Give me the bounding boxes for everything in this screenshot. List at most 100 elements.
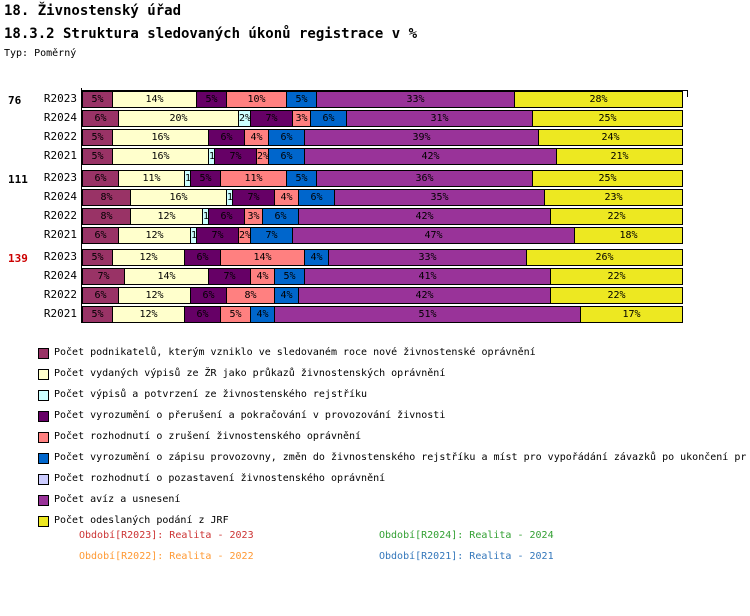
bar-segment: 6% [82,110,119,127]
bar-segment: 7% [250,110,293,127]
bar-segment-label: 51% [418,309,437,320]
bar-segment: 5% [190,170,221,187]
bar-segment: 33% [328,249,527,266]
chart-subtitle: 18.3.2 Struktura sledovaných úkonů regis… [4,26,418,42]
bar-segment: 5% [286,170,317,187]
bar-segment-label: 14% [253,252,272,263]
bar-segment-label: 5% [91,252,104,263]
legend-item: Počet odeslaných podání z JRF [0,515,750,529]
bar-segment-label: 1 [185,173,192,184]
bar-segment-label: 12% [145,290,164,301]
bar-segment: 23% [544,189,683,206]
legend-swatch [38,432,49,443]
bar-segment: 6% [310,110,347,127]
bar-segment: 4% [244,129,269,146]
legend-swatch [38,390,49,401]
row-label: R2024 [43,111,77,124]
bar-segment-label: 4% [280,290,293,301]
legend-label: Počet rozhodnutí o zrušení živnostenskéh… [54,431,362,442]
bar-segment-label: 35% [430,192,449,203]
bar-segment: 6% [82,227,119,244]
bar-segment-label: 6% [94,290,107,301]
bar-segment: 17% [580,306,683,323]
row-label: R2022 [43,288,77,301]
bar-segment-label: 23% [604,192,623,203]
bar-segment: 6% [262,208,299,225]
bar-segment-label: 14% [145,94,164,105]
legend-label: Počet rozhodnutí o pozastavení živnosten… [54,473,386,484]
group-total-label: 76 [8,94,22,107]
bar-segment: 4% [274,189,299,206]
row-label: R2022 [43,130,77,143]
bar-segment-label: 2% [257,151,270,162]
bar-segment-label: 4% [310,252,323,263]
bar-segment-label: 6% [280,151,293,162]
legend-item: Počet vyrozumění o zápisu provozovny, zm… [0,452,750,466]
bar-segment-label: 10% [247,94,266,105]
bar-segment: 7% [196,227,239,244]
group-total-label: 111 [8,173,28,186]
bar-segment: 16% [130,189,227,206]
bar-segment: 8% [82,189,131,206]
bar-segment-label: 1 [203,211,210,222]
bar-segment: 35% [334,189,545,206]
bar-segment: 5% [274,268,305,285]
bar-segment-label: 1 [209,151,216,162]
bar-segment-label: 11% [142,173,161,184]
bar-segment-label: 3% [295,113,308,124]
bar-segment-label: 42% [421,151,440,162]
bar-segment-label: 20% [169,113,188,124]
bar-segment: 51% [274,306,581,323]
bar-segment: 25% [532,170,683,187]
bar-segment: 5% [196,91,227,108]
footer-note: Období[R2022]: Realita - 2022 [79,551,254,562]
bar-segment-label: 5% [199,173,212,184]
bar-segment: 24% [538,129,683,146]
bar-segment-label: 7% [97,271,110,282]
bar-segment-label: 12% [139,309,158,320]
bar-segment-label: 6% [196,309,209,320]
bar-segment: 6% [298,189,335,206]
bar-segment: 22% [550,287,683,304]
legend-item: Počet podnikatelů, kterým vzniklo ve sle… [0,347,750,361]
bar-segment-label: 6% [274,211,287,222]
bar-segment-label: 12% [139,252,158,263]
footer-note: Období[R2023]: Realita - 2023 [79,530,254,541]
bar-segment: 22% [550,268,683,285]
bar-segment-label: 14% [157,271,176,282]
bar-segment: 7% [82,268,125,285]
bar-segment-label: 26% [595,252,614,263]
row-label: R2023 [43,171,77,184]
row-label: R2023 [43,92,77,105]
bar-segment-label: 7% [265,230,278,241]
bar-segment: 16% [112,148,209,165]
bar-segment-label: 22% [607,290,626,301]
plot-right-tick [687,90,688,97]
legend-swatch [38,474,49,485]
bar-segment-label: 1 [191,230,198,241]
bar-segment: 14% [124,268,209,285]
legend-label: Počet vyrozumění o zápisu provozovny, zm… [54,452,747,463]
legend-swatch [38,411,49,422]
bar-segment-label: 47% [424,230,443,241]
legend-item: Počet výpisů a potvrzení ze živnostenské… [0,389,750,403]
bar-segment-label: 11% [244,173,263,184]
bar-segment: 36% [316,170,533,187]
legend-label: Počet výpisů a potvrzení ze živnostenské… [54,389,368,400]
legend-item: Počet avíz a usnesení [0,494,750,508]
bar-segment: 22% [550,208,683,225]
bar-segment-label: 16% [151,151,170,162]
bar-segment-label: 4% [280,192,293,203]
bar-segment: 25% [532,110,683,127]
bar-segment-label: 6% [220,132,233,143]
bar-segment: 21% [556,148,683,165]
bar-segment-label: 7% [229,151,242,162]
footer-note: Období[R2024]: Realita - 2024 [379,530,554,541]
bar-segment: 12% [112,306,185,323]
legend-label: Počet vydaných výpisů ze ŽR jako průkazů… [54,368,446,379]
row-label: R2024 [43,269,77,282]
bar-segment-label: 4% [256,271,269,282]
legend-swatch [38,453,49,464]
bar-segment: 7% [250,227,293,244]
legend-label: Počet podnikatelů, kterým vzniklo ve sle… [54,347,536,358]
